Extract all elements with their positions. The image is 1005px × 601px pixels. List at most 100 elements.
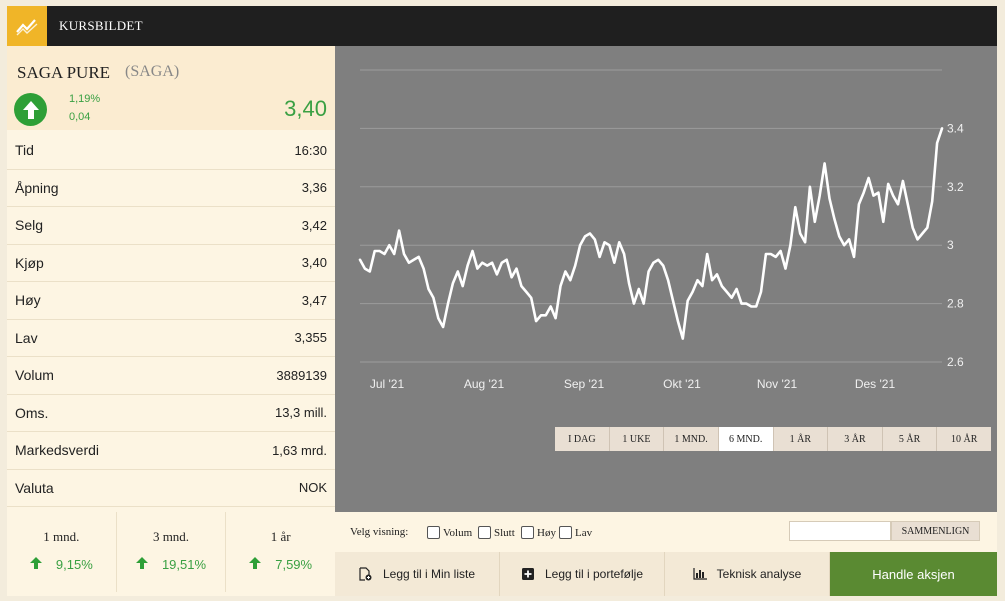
period-value: 9,15% xyxy=(55,557,93,572)
detail-label: Oms. xyxy=(15,404,49,421)
trade-stock-button[interactable]: Handle aksjen xyxy=(830,552,997,596)
range-button-5-years[interactable]: 5 ÅR xyxy=(883,427,938,451)
stock-name: SAGA PURE xyxy=(17,63,111,82)
detail-row: Oms. 13,3 mill. xyxy=(7,394,335,432)
detail-row: Selg 3,42 xyxy=(7,207,335,245)
period-returns: 1 mnd. 9,15% 3 mnd. 19,51% 1 år 7,59% xyxy=(7,512,335,592)
document-add-icon xyxy=(359,567,373,581)
period-return: 3 mnd. 19,51% xyxy=(117,512,227,592)
checkbox-label: Slutt xyxy=(494,526,515,539)
detail-value: 3,42 xyxy=(301,217,327,233)
compare-input[interactable] xyxy=(789,521,891,541)
x-tick-label: Nov '21 xyxy=(757,377,798,391)
detail-label: Høy xyxy=(15,292,41,309)
period-value: 19,51% xyxy=(161,557,207,572)
detail-value: 3,355 xyxy=(294,330,327,346)
detail-row: Valuta NOK xyxy=(7,469,335,507)
detail-row: Høy 3,47 xyxy=(7,282,335,320)
detail-value: 3,40 xyxy=(301,255,327,271)
detail-value: 3,47 xyxy=(301,292,327,308)
checkbox-hoy[interactable]: Høy xyxy=(521,526,556,539)
y-tick-label: 3 xyxy=(947,238,954,252)
price-chart[interactable]: 3.4 3.2 3 2.8 2.6 Jul '21 Aug '21 Sep '21 Okt '2… xyxy=(335,46,997,512)
range-button-1-week[interactable]: 1 UKE xyxy=(610,427,665,451)
action-bar: Legg til i Min liste Legg til i porteføl… xyxy=(335,552,997,596)
chart-trend-icon xyxy=(7,6,47,46)
header-title: KURSBILDET xyxy=(59,18,143,33)
add-to-portfolio-label: Legg til i portefølje xyxy=(544,567,644,581)
arrow-up-icon xyxy=(14,93,47,126)
detail-row: Volum 3889139 xyxy=(7,357,335,395)
add-to-watchlist-label: Legg til i Min liste xyxy=(382,567,476,581)
range-button-today[interactable]: I DAG xyxy=(555,427,610,451)
range-button-6-months[interactable]: 6 MND. xyxy=(718,427,774,451)
arrow-up-icon xyxy=(135,557,148,572)
compare-button[interactable]: SAMMENLIGN xyxy=(891,521,980,541)
add-to-portfolio-button[interactable]: Legg til i portefølje xyxy=(500,552,665,596)
view-label: Velg visning: xyxy=(350,526,409,538)
x-tick-label: Aug '21 xyxy=(464,377,505,391)
x-tick-label: Okt '21 xyxy=(663,377,701,391)
range-button-1-month[interactable]: 1 MND. xyxy=(664,427,719,451)
price-chart-svg[interactable]: 3.4 3.2 3 2.8 2.6 Jul '21 Aug '21 Sep '21 Okt '2… xyxy=(335,46,997,512)
detail-row: Kjøp 3,40 xyxy=(7,244,335,282)
detail-label: Lav xyxy=(15,329,38,346)
period-return: 1 år 7,59% xyxy=(226,512,335,592)
checkbox-label: Lav xyxy=(575,526,593,539)
details-table: Tid 16:30 Åpning 3,36 Selg 3,42 Kjøp 3,40 Hø… xyxy=(7,132,335,507)
stock-header: SAGA PURE (SAGA) 1,19% 0,04 3,40 xyxy=(7,46,335,130)
checkbox-box[interactable] xyxy=(427,526,440,539)
period-return: 1 mnd. 9,15% xyxy=(7,512,117,592)
detail-value: 16:30 xyxy=(294,142,327,158)
period-label: 1 mnd. xyxy=(43,529,80,544)
change-percent: 1,19% xyxy=(69,93,101,105)
detail-value: 13,3 mill. xyxy=(274,405,327,421)
checkbox-volum[interactable]: Volum xyxy=(427,526,472,539)
detail-label: Selg xyxy=(15,217,44,234)
detail-value: 3889139 xyxy=(276,367,327,383)
range-selector: I DAG 1 UKE 1 MND. 6 MND. 1 ÅR 3 ÅR 5 ÅR… xyxy=(555,427,991,451)
detail-label: Markedsverdi xyxy=(15,442,100,459)
stock-ticker: (SAGA) xyxy=(125,63,180,80)
range-button-3-years[interactable]: 3 ÅR xyxy=(828,427,883,451)
detail-label: Volum xyxy=(15,367,54,384)
x-tick-label: Des '21 xyxy=(855,377,896,391)
x-tick-label: Jul '21 xyxy=(370,377,405,391)
period-label: 3 mnd. xyxy=(152,529,190,544)
checkbox-box[interactable] xyxy=(521,526,534,539)
checkbox-label: Volum xyxy=(443,526,473,539)
technical-analysis-button[interactable]: Teknisk analyse xyxy=(665,552,830,596)
header-bar: KURSBILDET xyxy=(7,6,997,46)
period-label: 1 år xyxy=(270,529,291,544)
detail-value: NOK xyxy=(298,480,327,496)
checkbox-lav[interactable]: Lav xyxy=(559,526,592,539)
y-tick-label: 3.4 xyxy=(947,121,964,135)
y-tick-label: 2.6 xyxy=(947,355,964,369)
checkbox-box[interactable] xyxy=(559,526,572,539)
arrow-up-icon xyxy=(29,557,42,572)
technical-analysis-label: Teknisk analyse xyxy=(716,567,802,581)
detail-row: Tid 16:30 xyxy=(7,132,335,170)
range-button-1-year[interactable]: 1 ÅR xyxy=(774,427,829,451)
detail-value: 3,36 xyxy=(301,180,327,196)
y-tick-label: 3.2 xyxy=(947,180,964,194)
checkbox-box[interactable] xyxy=(478,526,491,539)
change-absolute: 0,04 xyxy=(69,111,91,123)
view-options: Velg visning: Volum Slutt Høy Lav SAMMEN… xyxy=(335,512,997,552)
last-price: 3,40 xyxy=(284,96,327,121)
range-button-10-years[interactable]: 10 ÅR xyxy=(950,433,978,445)
detail-label: Åpning xyxy=(15,179,59,196)
period-value: 7,59% xyxy=(275,557,313,572)
price-series-line xyxy=(358,127,944,340)
detail-row: Åpning 3,36 xyxy=(7,169,335,207)
detail-label: Kjøp xyxy=(15,254,44,271)
checkbox-slutt[interactable]: Slutt xyxy=(478,526,515,539)
plus-square-icon xyxy=(521,567,535,581)
bar-chart-icon xyxy=(693,567,707,581)
arrow-up-icon xyxy=(249,557,262,572)
quote-widget: KURSBILDET SAGA PURE (SAGA) 1,19% 0,04 3… xyxy=(7,6,997,596)
y-tick-label: 2.8 xyxy=(947,297,964,311)
checkbox-label: Høy xyxy=(537,526,556,539)
add-to-watchlist-button[interactable]: Legg til i Min liste xyxy=(335,552,500,596)
detail-row: Lav 3,355 xyxy=(7,319,335,357)
